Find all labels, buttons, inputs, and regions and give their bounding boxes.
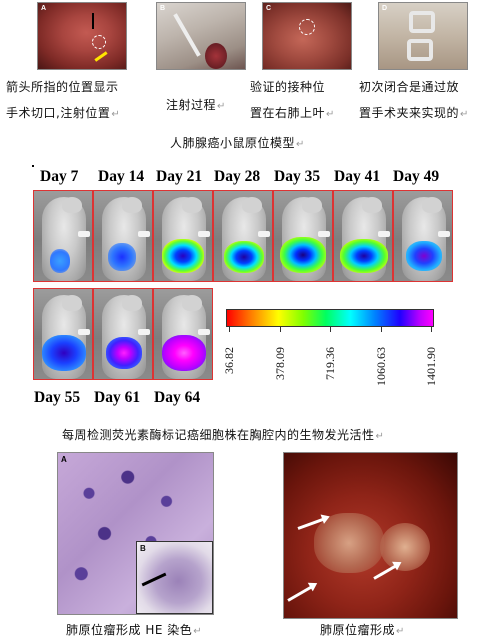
imaging-caption: 每周检测荧光素酶标记癌细胞株在胸腔内的生物发光活性↵ bbox=[62, 428, 385, 442]
clip-icon bbox=[409, 11, 435, 33]
small-dot bbox=[32, 165, 34, 167]
mouse-panel-day7 bbox=[33, 190, 93, 282]
mouse-panel-day14 bbox=[93, 190, 153, 282]
day-label: Day 7 bbox=[40, 168, 79, 185]
white-arrow-icon bbox=[373, 564, 398, 580]
inset-letter: B bbox=[140, 544, 146, 553]
caption-a: 箭头所指的位置显示 手术切口,注射位置↵ bbox=[6, 80, 121, 120]
day-label: Day 21 bbox=[156, 168, 203, 185]
photo-b-injection: B bbox=[156, 2, 246, 70]
mouse-panel-day61 bbox=[93, 288, 153, 380]
mouse-panel-day41 bbox=[333, 190, 393, 282]
photo-letter: C bbox=[266, 5, 272, 12]
mouse-panel-day55 bbox=[33, 288, 93, 380]
day-label: Day 41 bbox=[334, 168, 381, 185]
he-caption: 肺原位瘤形成 HE 染色↵ bbox=[66, 623, 203, 637]
model-title: 人肺腺癌小鼠原位模型↵ bbox=[170, 136, 305, 150]
lung-tumor-photo bbox=[283, 452, 458, 619]
scale-label: 36.82 bbox=[222, 347, 236, 374]
photo-letter: A bbox=[41, 5, 47, 12]
photo-letter: D bbox=[382, 5, 388, 12]
incision-circle bbox=[92, 35, 106, 49]
mouse-panel-day28 bbox=[213, 190, 273, 282]
inoculation-circle bbox=[299, 19, 315, 35]
caption-b: 注射过程↵ bbox=[166, 98, 226, 112]
tumor-mass bbox=[380, 523, 430, 571]
he-inset: B bbox=[136, 541, 213, 614]
caption-d: 初次闭合是通过放 置手术夹来实现的↵ bbox=[359, 80, 469, 120]
scale-label: 719.36 bbox=[323, 347, 337, 380]
photo-d-clips: D bbox=[378, 2, 468, 70]
day-label: Day 14 bbox=[98, 168, 145, 185]
white-arrow-icon bbox=[287, 585, 313, 602]
tumor-caption: 肺原位瘤形成↵ bbox=[320, 623, 405, 637]
day-label: Day 28 bbox=[214, 168, 261, 185]
scale-label: 378.09 bbox=[273, 347, 287, 380]
syringe-icon bbox=[173, 13, 201, 57]
luminescence-scale-bar bbox=[226, 309, 434, 327]
day-label: Day 64 bbox=[154, 389, 201, 406]
photo-letter: B bbox=[160, 5, 166, 12]
day-label: Day 49 bbox=[393, 168, 440, 185]
vial bbox=[205, 43, 227, 69]
scale-label: 1060.63 bbox=[374, 347, 388, 386]
scale-label: 1401.90 bbox=[424, 347, 438, 386]
black-arrow-icon bbox=[92, 13, 94, 29]
day-label: Day 61 bbox=[94, 389, 141, 406]
day-label: Day 55 bbox=[34, 389, 81, 406]
clip-icon bbox=[407, 39, 433, 61]
black-arrow-icon bbox=[141, 572, 167, 587]
yellow-arrow-icon bbox=[94, 51, 108, 62]
mouse-panel-day35 bbox=[273, 190, 333, 282]
day-label: Day 35 bbox=[274, 168, 321, 185]
mouse-panel-day21 bbox=[153, 190, 213, 282]
photo-c-inoculation: C bbox=[262, 2, 352, 70]
photo-a-incision: A bbox=[37, 2, 127, 70]
mouse-panel-day64 bbox=[153, 288, 213, 380]
caption-c: 验证的接种位 置在右肺上叶↵ bbox=[250, 80, 335, 120]
photo-letter: A bbox=[61, 455, 67, 464]
mouse-panel-day49 bbox=[393, 190, 453, 282]
he-stain-photo: A B bbox=[57, 452, 214, 615]
